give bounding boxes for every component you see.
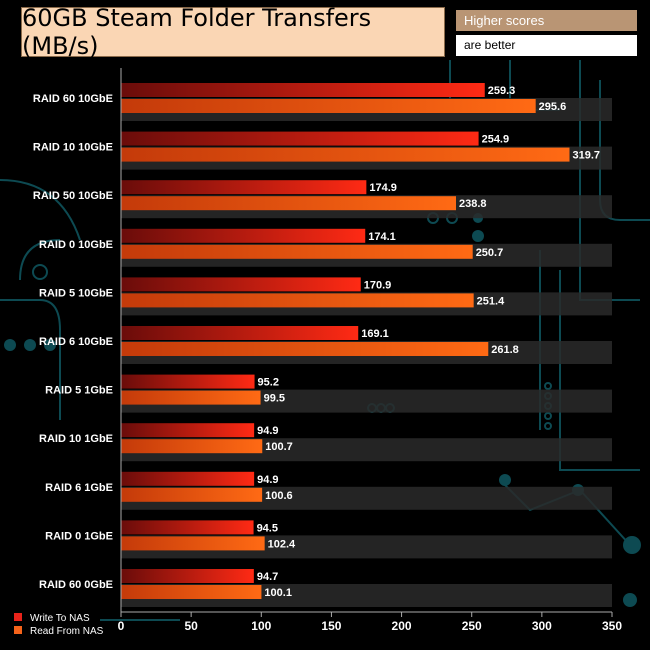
bar-read: [121, 147, 570, 162]
bar-read: [121, 390, 261, 405]
bar-read: [121, 439, 263, 454]
value-label: 295.6: [539, 101, 567, 113]
bar-write: [121, 180, 367, 195]
category-label: RAID 10 10GbE: [33, 142, 113, 154]
bar-write: [121, 83, 485, 97]
value-label: 99.5: [264, 393, 285, 405]
value-label: 100.7: [265, 441, 293, 453]
bar-write: [121, 471, 255, 486]
bar-read: [121, 536, 265, 551]
category-label: RAID 6 1GbE: [45, 482, 113, 494]
x-tick-label: 200: [392, 619, 412, 633]
x-tick-label: 350: [602, 619, 622, 633]
higher-scores-note: Higher scores: [456, 10, 637, 31]
x-tick-label: 150: [321, 619, 341, 633]
value-label: 174.9: [369, 182, 397, 194]
value-label: 94.5: [257, 522, 278, 534]
category-label: RAID 50 10GbE: [33, 190, 113, 202]
bar-write: [121, 326, 359, 340]
value-label: 254.9: [482, 134, 510, 146]
value-label: 250.7: [476, 247, 504, 259]
legend-label: Read From NAS: [30, 626, 104, 637]
category-label: RAID 0 1GbE: [45, 530, 113, 542]
legend-swatch-write: [14, 613, 22, 621]
category-label: RAID 0 10GbE: [39, 239, 113, 251]
category-label: RAID 5 10GbE: [39, 287, 113, 299]
bar-read: [121, 487, 263, 502]
bar-write: [121, 277, 361, 292]
value-label-group: 259.3 295.6 254.9 319.7 174.9 238.8 174.1 250.7…: [257, 85, 600, 599]
bar-write: [121, 569, 254, 583]
legend-label: Write To NAS: [30, 613, 90, 624]
bar-write: [121, 228, 366, 243]
x-tick-label: 250: [462, 619, 482, 633]
value-label: 251.4: [477, 295, 505, 307]
category-label: RAID 6 10GbE: [39, 336, 113, 348]
value-label: 100.1: [264, 587, 292, 599]
bar-write: [121, 374, 255, 389]
legend-swatch-read: [14, 626, 22, 634]
value-label: 170.9: [364, 279, 392, 291]
x-axis: 0 50 100 150 200 250 300 350: [118, 68, 622, 633]
category-label-group: RAID 60 10GbE RAID 10 10GbE RAID 50 10GbE R…: [33, 93, 113, 591]
value-label: 319.7: [572, 150, 600, 162]
value-label: 95.2: [258, 377, 279, 389]
bar-read: [121, 244, 473, 259]
value-label: 100.6: [265, 490, 293, 502]
x-tick-label: 50: [184, 619, 198, 633]
value-label: 238.8: [459, 198, 487, 210]
value-label: 94.7: [257, 571, 278, 583]
value-label: 94.9: [257, 474, 278, 486]
x-tick-label: 0: [118, 619, 125, 633]
bar-write: [121, 423, 255, 438]
x-tick-label: 100: [251, 619, 271, 633]
bar-read: [121, 585, 262, 599]
bar-read: [121, 196, 457, 211]
value-label: 102.4: [268, 538, 296, 550]
category-label: RAID 5 1GbE: [45, 385, 113, 397]
value-label: 169.1: [361, 328, 389, 340]
bar-write: [121, 520, 254, 535]
category-label: RAID 60 0GbE: [39, 579, 113, 591]
x-tick-label: 300: [532, 619, 552, 633]
legend: Write To NAS Read From NAS: [14, 613, 104, 637]
value-label: 94.9: [257, 425, 278, 437]
category-label: RAID 10 1GbE: [39, 433, 113, 445]
bar-group: [121, 83, 570, 599]
are-better-note: are better: [456, 35, 637, 56]
value-label: 259.3: [488, 85, 516, 97]
bar-write: [121, 131, 479, 146]
value-label: 174.1: [368, 231, 396, 243]
category-label: RAID 60 10GbE: [33, 93, 113, 105]
chart-title-box: 60GB Steam Folder Transfers (MB/s): [21, 4, 445, 60]
chart-title: 60GB Steam Folder Transfers (MB/s): [22, 4, 372, 60]
bar-read: [121, 342, 489, 356]
value-label: 261.8: [491, 344, 519, 356]
bar-read: [121, 99, 536, 113]
bar-read: [121, 293, 474, 308]
